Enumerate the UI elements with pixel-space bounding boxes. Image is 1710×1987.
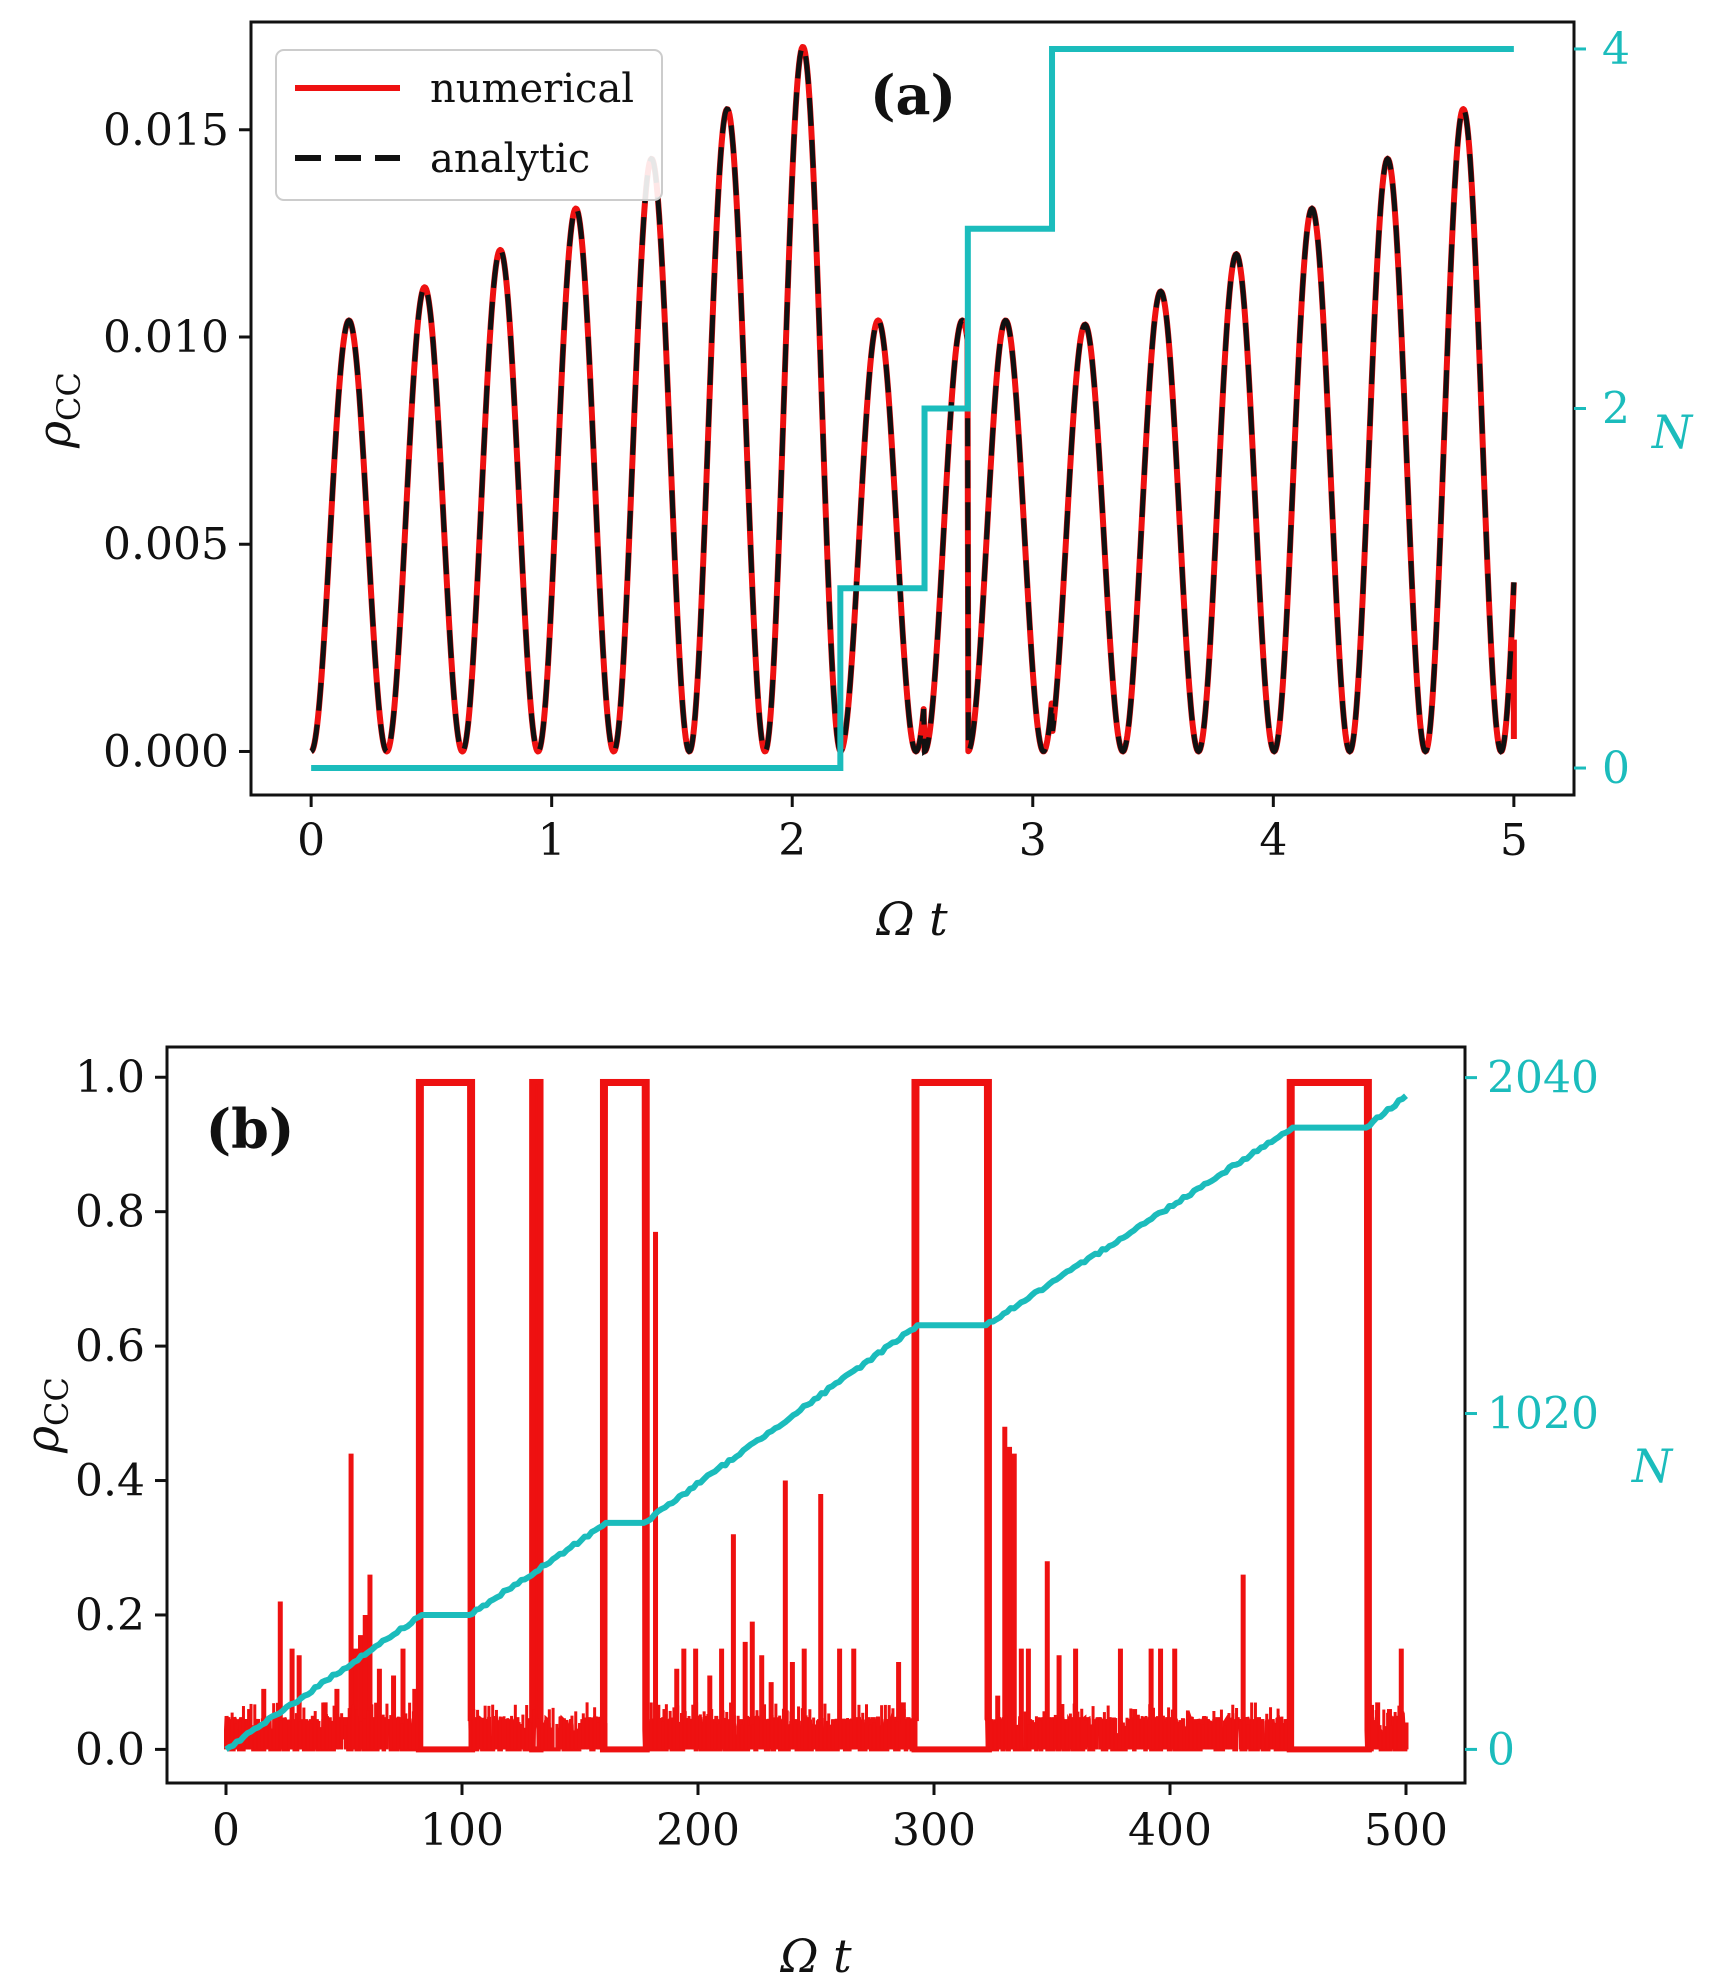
rho-plateau — [911, 1078, 992, 1753]
panel-b: 0 100 200 300 400 500 0.0 0.2 0.4 0.6 0.8 1.0 0 102… — [15, 1045, 1674, 1983]
y-tick-label: 0.4 — [75, 1456, 145, 1507]
legend-analytic-label: analytic — [430, 136, 590, 182]
y-tick-label: 0.005 — [103, 519, 229, 570]
svg-text:ρCC: ρCC — [27, 372, 88, 449]
y-tick-label: 0.6 — [75, 1321, 145, 1372]
panel-a-x-ticks: 0 1 2 3 4 5 — [297, 795, 1528, 866]
panel-b-rho-series — [224, 1078, 1409, 1753]
panel-a-plot-area — [309, 44, 1517, 772]
right-tick-label: 0 — [1602, 743, 1630, 794]
count-step-line — [311, 45, 1514, 772]
x-tick-label: 4 — [1259, 815, 1287, 866]
right-tick-label: 1020 — [1487, 1389, 1599, 1440]
y-tick-label: 0.2 — [75, 1590, 145, 1641]
panel-b-count-series — [224, 1093, 1408, 1752]
right-tick-label: 4 — [1602, 24, 1630, 75]
count-line — [224, 1093, 1408, 1752]
x-tick-label: 200 — [656, 1805, 740, 1856]
y-tick-label: 0.0 — [75, 1724, 145, 1775]
y-tick-label: 0.010 — [103, 312, 229, 363]
panel-a-count-series — [311, 45, 1514, 772]
analytic-line — [309, 44, 1517, 760]
panel-b-label: (b) — [206, 1097, 295, 1161]
right-tick-label: 2040 — [1487, 1053, 1599, 1104]
x-tick-label: 2 — [778, 815, 806, 866]
x-tick-label: 5 — [1500, 815, 1528, 866]
y-tick-label: 0.000 — [103, 726, 229, 777]
rho-plateau — [415, 1078, 476, 1753]
panel-a-legend: numerical analytic — [275, 49, 663, 201]
panel-b-x-ticks: 0 100 200 300 400 500 — [212, 1783, 1448, 1856]
y-tick-label: 1.0 — [75, 1052, 145, 1103]
right-tick-label: 2 — [1602, 384, 1630, 435]
legend-numerical-label: numerical — [430, 66, 634, 112]
x-tick-label: 500 — [1364, 1805, 1448, 1856]
rho-plateau — [1286, 1078, 1372, 1753]
panel-a-right-ticks: 0 2 4 — [1574, 24, 1630, 794]
panel-a-label: (a) — [870, 63, 956, 127]
panel-a-y-label: ρCC — [27, 372, 88, 449]
x-tick-label: 0 — [297, 815, 325, 866]
panel-b-right-ticks: 0 1020 2040 — [1465, 1053, 1599, 1775]
x-tick-label: 0 — [212, 1805, 240, 1856]
panel-a-analytic-series — [309, 44, 1517, 760]
x-tick-label: 100 — [420, 1805, 504, 1856]
panel-b-plot-area — [224, 1078, 1409, 1753]
panel-a-x-label: Ω t — [875, 892, 948, 946]
rho-plateau — [529, 1078, 544, 1753]
x-tick-label: 300 — [892, 1805, 976, 1856]
panel-b-x-label: Ω t — [779, 1929, 852, 1983]
panel-b-y-ticks: 0.0 0.2 0.4 0.6 0.8 1.0 — [75, 1052, 167, 1775]
panel-b-y-label: ρCC — [15, 1377, 76, 1454]
x-tick-label: 400 — [1128, 1805, 1212, 1856]
y-tick-label: 0.8 — [75, 1187, 145, 1238]
right-tick-label: 0 — [1487, 1724, 1515, 1775]
x-tick-label: 1 — [538, 815, 566, 866]
panel-b-right-label: N — [1631, 1439, 1674, 1493]
rho-plateau — [599, 1078, 650, 1753]
y-tick-label: 0.015 — [103, 105, 229, 156]
x-tick-label: 3 — [1019, 815, 1047, 866]
panel-a-y-ticks: 0.000 0.005 0.010 0.015 — [103, 105, 251, 777]
svg-text:ρCC: ρCC — [15, 1377, 76, 1454]
panel-a-right-label: N — [1651, 405, 1694, 459]
